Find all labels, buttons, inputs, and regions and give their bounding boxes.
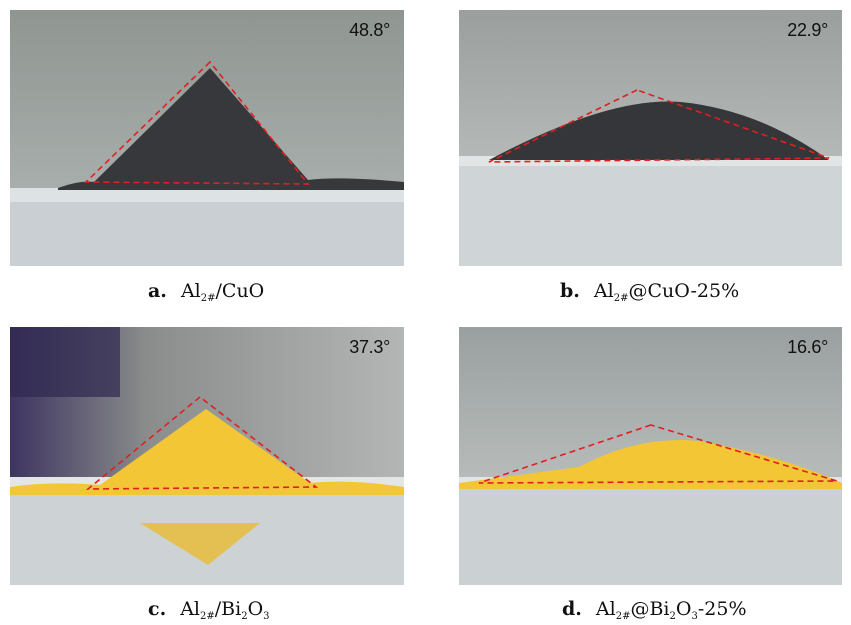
angle-value-a: 48.8° — [349, 20, 390, 40]
caption-a: a. Al2#/CuO — [148, 280, 265, 304]
caption-d: d. Al2#@Bi2O3-25% — [562, 598, 747, 622]
angle-value-d: 16.6° — [787, 337, 828, 357]
photo-b: 22.9° — [459, 10, 842, 266]
angle-value-c: 37.3° — [349, 337, 390, 357]
photo-d: 16.6° — [459, 327, 842, 585]
angle-value-b: 22.9° — [787, 20, 828, 40]
photo-a: 48.8° — [10, 10, 404, 266]
caption-b: b. Al2#@CuO-25% — [560, 280, 740, 304]
caption-c: c. Al2#/Bi2O3 — [148, 598, 270, 622]
photo-c: 37.3° — [10, 327, 404, 585]
